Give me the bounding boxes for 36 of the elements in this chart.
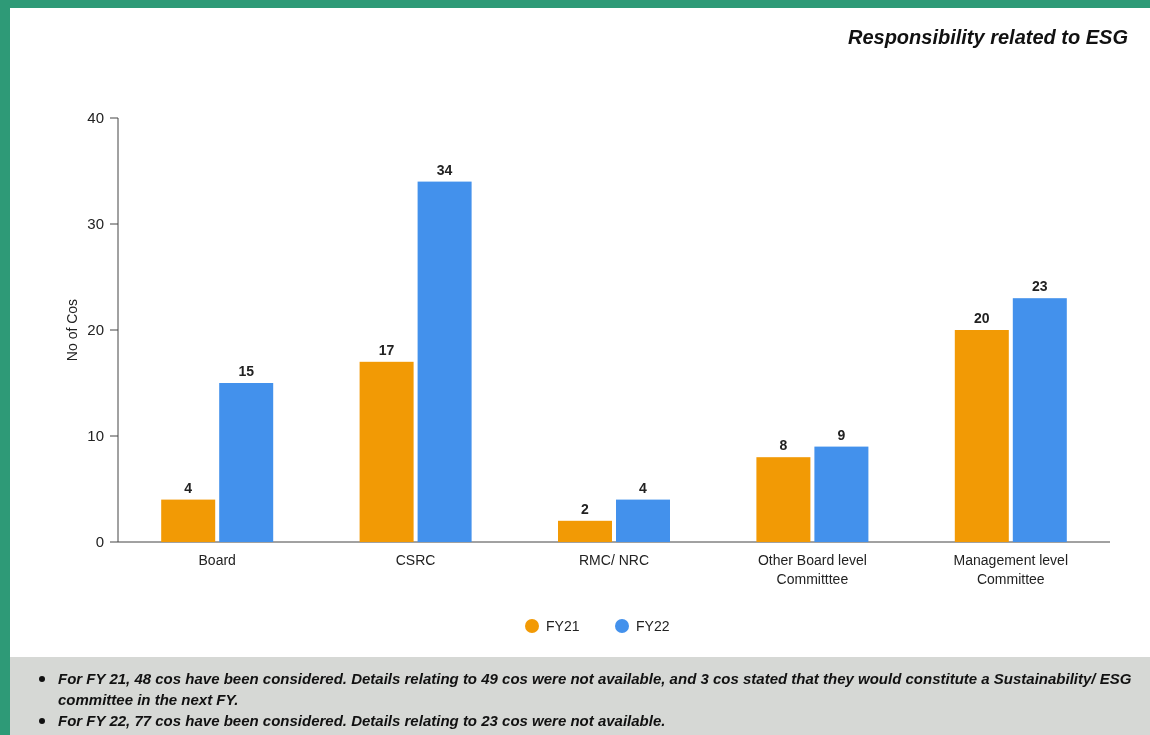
data-label: 34 — [436, 161, 453, 178]
y-axis-title: No of Cos — [64, 298, 80, 362]
data-label: 20 — [974, 310, 990, 326]
data-label: 23 — [1032, 278, 1048, 295]
bar — [417, 181, 472, 542]
bar — [616, 499, 670, 542]
data-label: 4 — [639, 479, 648, 496]
x-tick-label: CSRC — [395, 552, 436, 568]
text: For FY 22, 77 cos have been considered. Details relating to 23 cos were not available. — [58, 712, 666, 729]
chart-title: Responsibility related to ESG — [847, 26, 1128, 48]
data-label: 4 — [184, 479, 193, 496]
x-tick-label: RMC/ NRC — [579, 552, 649, 568]
bar — [359, 361, 414, 542]
y-tick-label: 10 — [87, 427, 104, 445]
data-label: 15 — [238, 363, 255, 379]
y-tick-label: 20 — [87, 321, 104, 339]
data-label: 17 — [378, 341, 395, 358]
bar — [814, 446, 869, 542]
bar — [161, 499, 216, 542]
y-tick-label: 0 — [95, 533, 104, 551]
bar — [756, 457, 811, 542]
data-label: 2 — [581, 500, 590, 517]
bar — [558, 520, 612, 542]
data-label: 9 — [837, 426, 846, 443]
bar — [1012, 298, 1067, 542]
x-tick-label: Management level Committee — [953, 552, 1068, 587]
y-tick-label: 30 — [87, 215, 104, 233]
bar — [219, 383, 274, 542]
y-tick-label: 40 — [87, 109, 104, 127]
legend-label: FY22 — [636, 617, 670, 634]
legend-label: FY21 — [546, 617, 580, 634]
x-tick-label: Board — [198, 552, 236, 568]
data-label: 8 — [779, 437, 788, 454]
text: For FY 21, 48 cos have been considered. Details relating to 49 cos were not available, and 3 cos stated that they would constitute a Sustainability/ ESG committee in the next FY. — [58, 670, 1132, 708]
bar — [954, 330, 1009, 542]
x-tick-label: Other Board level Committtee — [757, 552, 867, 587]
